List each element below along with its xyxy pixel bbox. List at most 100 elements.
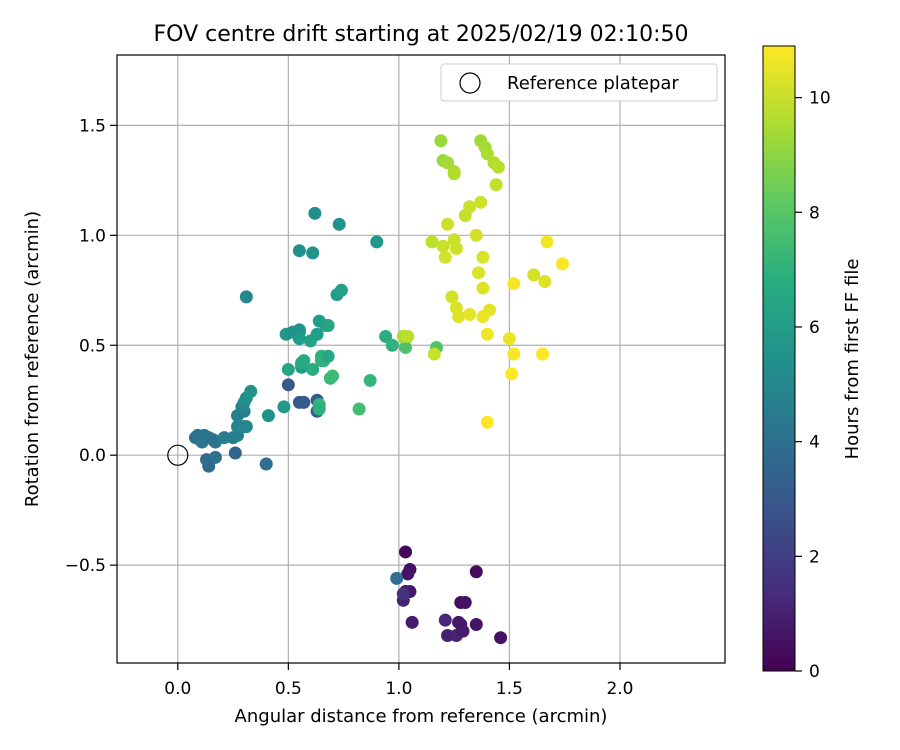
colorbar-tick-label: 4 — [809, 433, 820, 453]
scatter-point — [447, 167, 461, 181]
scatter-point — [480, 415, 494, 429]
legend-marker-reference — [459, 72, 481, 94]
scatter-point — [259, 457, 273, 471]
scatter-point — [476, 281, 490, 295]
y-axis-label: Rotation from reference (arcmin) — [22, 211, 43, 507]
x-tick-label: 1.0 — [385, 679, 412, 699]
scatter-point — [228, 446, 242, 460]
legend-box — [440, 63, 718, 102]
scatter-point — [449, 242, 463, 256]
scatter-point — [505, 367, 519, 381]
scatter-point — [474, 195, 488, 209]
y-tick-label: 0.5 — [79, 336, 106, 356]
scatter-point — [507, 347, 521, 361]
scatter-point — [326, 369, 340, 383]
reference-platepar-marker — [167, 444, 189, 466]
scatter-point — [399, 545, 413, 559]
scatter-point — [452, 615, 466, 629]
scatter-point — [469, 228, 483, 242]
scatter-point — [427, 347, 441, 361]
scatter-point — [445, 290, 459, 304]
scatter-point — [536, 347, 550, 361]
scatter-point — [502, 332, 516, 346]
y-tick-label: 1.0 — [79, 226, 106, 246]
scatter-point — [494, 631, 508, 645]
legend: Reference platepar — [440, 63, 718, 102]
scatter-point — [208, 450, 222, 464]
scatter-point — [540, 235, 554, 249]
colorbar-tick-label: 10 — [809, 89, 831, 109]
scatter-point — [480, 327, 494, 341]
colorbar-ticks: 0 2 4 6 8 10 — [795, 89, 831, 682]
scatter-point — [363, 373, 377, 387]
scatter-point — [425, 235, 439, 249]
scatter-point — [538, 274, 552, 288]
scatter-point — [390, 571, 404, 585]
scatter-point — [239, 290, 253, 304]
colorbar-tick-label: 8 — [809, 203, 820, 223]
scatter-point — [306, 246, 320, 260]
colorbar: 0 2 4 6 8 10 Hours from first FF file — [762, 45, 863, 682]
plot-frame — [116, 54, 726, 664]
scatter-point — [399, 340, 413, 354]
y-tick-label: 1.5 — [79, 116, 106, 136]
scatter-point — [471, 266, 485, 280]
scatter-point — [239, 420, 253, 434]
scatter-point — [401, 329, 415, 343]
scatter-point — [308, 206, 322, 220]
y-tick-label: 0.0 — [79, 446, 106, 466]
scatter-point — [281, 378, 295, 392]
scatter-point — [297, 395, 311, 409]
scatter-point — [441, 217, 455, 231]
scatter-point — [469, 565, 483, 579]
scatter-point — [310, 327, 324, 341]
scatter-point — [281, 362, 295, 376]
scatter-point — [507, 277, 521, 291]
plot-area — [117, 55, 725, 663]
x-axis-ticks: 0.0 0.5 1.0 1.5 2.0 — [164, 663, 634, 699]
scatter-point — [401, 567, 415, 581]
data-points — [167, 134, 569, 645]
scatter-point — [321, 349, 335, 363]
scatter-point — [332, 217, 346, 231]
scatter-point — [396, 587, 410, 601]
scatter-point — [458, 596, 472, 610]
scatter-point — [261, 409, 275, 423]
scatter-point — [452, 310, 466, 324]
scatter-point — [438, 613, 452, 627]
scatter-point — [306, 362, 320, 376]
x-tick-label: 1.5 — [496, 679, 523, 699]
x-axis-label: Angular distance from reference (arcmin) — [235, 706, 608, 727]
scatter-point — [463, 200, 477, 214]
scatter-point — [527, 268, 541, 282]
x-tick-label: 2.0 — [606, 679, 633, 699]
scatter-point — [292, 244, 306, 258]
colorbar-label: Hours from first FF file — [842, 259, 863, 460]
colorbar-gradient — [762, 45, 796, 672]
scatter-point — [555, 257, 569, 271]
scatter-point — [277, 400, 291, 414]
scatter-point — [321, 318, 335, 332]
scatter-point — [483, 303, 497, 317]
scatter-point — [491, 160, 505, 174]
scatter-point — [312, 402, 326, 416]
scatter-point — [434, 134, 448, 148]
colorbar-tick-label: 2 — [809, 547, 820, 567]
scatter-point — [463, 307, 477, 321]
scatter-point — [489, 178, 503, 192]
x-tick-label: 0.0 — [164, 679, 191, 699]
scatter-point — [436, 239, 450, 253]
scatter-point — [438, 250, 452, 264]
scatter-point — [244, 384, 258, 398]
y-tick-label: −0.5 — [65, 556, 106, 576]
scatter-point — [334, 283, 348, 297]
y-axis-ticks: −0.5 0.0 0.5 1.0 1.5 — [65, 116, 117, 576]
chart-title: FOV centre drift starting at 2025/02/19 … — [154, 22, 689, 47]
scatter-point — [469, 618, 483, 632]
scatter-point — [370, 235, 384, 249]
scatter-point — [292, 332, 306, 346]
scatter-point — [385, 338, 399, 352]
scatter-point — [405, 615, 419, 629]
legend-label-reference: Reference platepar — [507, 73, 679, 94]
